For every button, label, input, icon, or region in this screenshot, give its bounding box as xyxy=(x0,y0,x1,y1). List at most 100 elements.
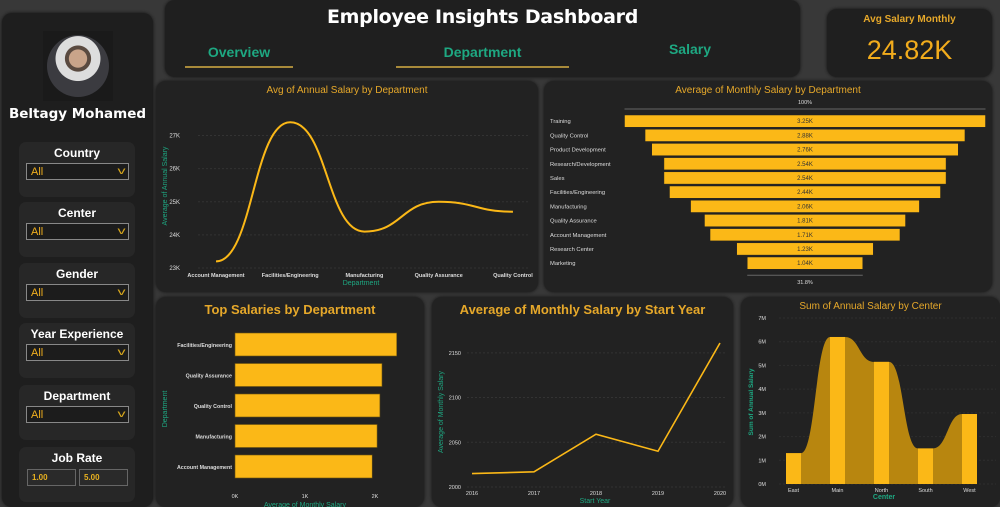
chevron-down-icon: v xyxy=(117,347,126,358)
category-label: Quality Control xyxy=(194,404,233,410)
bar xyxy=(234,454,373,479)
chevron-down-icon: v xyxy=(117,287,126,298)
y-tick-label: 2000 xyxy=(449,485,461,491)
x-tick-label: 2016 xyxy=(466,491,478,497)
bar xyxy=(234,332,397,357)
category-label: Marketing xyxy=(550,261,575,267)
funnel-bar xyxy=(709,228,901,242)
funnel-bar xyxy=(669,185,941,199)
category-label: Research Center xyxy=(550,247,594,253)
data-label: 1.23K xyxy=(797,247,813,253)
category-label: Manufacturing xyxy=(196,435,233,441)
category-label: Quality Assurance xyxy=(186,374,232,380)
x-tick-label: North xyxy=(875,488,888,494)
dropdown-value: All xyxy=(31,408,44,421)
gender-dropdown[interactable]: All v xyxy=(26,284,129,301)
y-tick-label: 4M xyxy=(758,387,766,393)
bar xyxy=(234,393,381,418)
y-tick-label: 2150 xyxy=(449,351,461,357)
category-label: Product Development xyxy=(550,148,606,154)
x-tick-label: Facilities/Engineering xyxy=(262,273,319,279)
y-tick-label: 26K xyxy=(169,167,180,173)
y-tick-label: 3M xyxy=(758,411,766,417)
chart-title: Avg of Annual Salary by Department xyxy=(266,85,428,96)
funnel-bar xyxy=(663,171,947,185)
dropdown-value: All xyxy=(31,225,44,238)
funnel-bar xyxy=(746,256,864,270)
chart-canvas: 0M 1M 2M 3M 4M 5M 6M 7M East Main North South West Ce… xyxy=(748,316,996,501)
x-tick-label: Account Management xyxy=(187,273,244,279)
bar xyxy=(874,361,889,484)
filter-gender: Gender All v xyxy=(19,263,135,318)
bar xyxy=(786,453,801,484)
filter-label: Job Rate xyxy=(51,451,103,465)
x-tick-label: 2K xyxy=(372,494,379,500)
job-rate-max-input[interactable]: 5.00 xyxy=(79,469,128,486)
filter-label: Country xyxy=(54,146,100,160)
y-tick-label: 1M xyxy=(758,458,766,464)
category-label: Facilities/Engineering xyxy=(550,190,605,196)
funnel-bar xyxy=(690,199,920,213)
country-dropdown[interactable]: All v xyxy=(26,163,129,180)
x-tick-label: Quality Assurance xyxy=(415,273,463,279)
category-label: Quality Control xyxy=(550,133,588,139)
filter-label: Center xyxy=(57,206,96,220)
tab-department[interactable]: Department xyxy=(396,44,569,68)
category-label: Manufacturing xyxy=(550,204,587,210)
x-tick-label: 2017 xyxy=(528,491,540,497)
chart-title: Average of Monthly Salary by Department xyxy=(675,85,861,96)
x-tick-label: 0K xyxy=(232,494,239,500)
filter-year-experience: Year Experience All v xyxy=(19,323,135,378)
category-label: Training xyxy=(550,119,571,125)
filter-center: Center All v xyxy=(19,202,135,257)
tab-overview[interactable]: Overview xyxy=(185,44,293,68)
y-tick-label: 5M xyxy=(758,363,766,369)
dropdown-value: All xyxy=(31,165,44,178)
y-tick-label: 0M xyxy=(758,482,766,488)
data-label: 1.71K xyxy=(797,233,813,239)
year-experience-dropdown[interactable]: All v xyxy=(26,344,129,361)
y-tick-label: 27K xyxy=(169,134,180,140)
user-name: Beltagy Mohamed xyxy=(8,106,147,122)
data-label: 1.81K xyxy=(797,219,813,225)
filter-department: Department All v xyxy=(19,385,135,440)
x-axis-label: Department xyxy=(343,280,380,287)
dropdown-value: All xyxy=(31,346,44,359)
data-label: 2.76K xyxy=(797,148,813,154)
bar xyxy=(830,336,845,484)
funnel-bar xyxy=(704,214,906,227)
tab-salary[interactable]: Salary xyxy=(668,41,712,57)
y-axis-label: Average of Monthly Salary xyxy=(438,371,445,453)
x-tick-label: South xyxy=(918,488,932,494)
x-axis-label: Center xyxy=(873,494,895,501)
funnel-bar xyxy=(624,114,986,128)
x-tick-label: 2020 xyxy=(714,491,726,497)
kpi-card: Avg Salary Monthly 24.82K xyxy=(827,9,992,77)
chevron-down-icon: v xyxy=(117,166,126,177)
y-tick-label: 2050 xyxy=(449,440,461,446)
x-axis-label: Start Year xyxy=(580,498,611,505)
category-label: Research/Development xyxy=(550,162,611,168)
center-dropdown[interactable]: All v xyxy=(26,223,129,240)
chart-annual-salary-by-department: Avg of Annual Salary by Department 23K 24… xyxy=(156,81,538,292)
bar xyxy=(234,363,383,387)
chart-annual-salary-by-center: Sum of Annual Salary by Center 0M 1M 2M 3M 4… xyxy=(741,297,1000,507)
y-tick-label: 25K xyxy=(169,200,180,206)
y-tick-label: 2100 xyxy=(449,396,461,402)
job-rate-min-input[interactable]: 1.00 xyxy=(27,469,76,486)
header: Employee Insights Dashboard Overview Dep… xyxy=(165,0,800,77)
filter-country: Country All v xyxy=(19,142,135,197)
department-dropdown[interactable]: All v xyxy=(26,406,129,423)
data-label: 2.54K xyxy=(797,162,813,168)
filter-label: Department xyxy=(43,389,111,403)
x-tick-label: Quality Control xyxy=(493,273,533,279)
chart-canvas: 23K 24K 25K 26K 27K Account Management Facilit… xyxy=(162,121,533,287)
y-tick-label: 23K xyxy=(169,266,180,272)
chart-title: Sum of Annual Salary by Center xyxy=(799,301,942,312)
series-line xyxy=(215,121,513,263)
chart-canvas: Facilities/Engineering Quality Assurance Q… xyxy=(162,332,397,507)
x-tick-label: Manufacturing xyxy=(346,273,384,279)
x-tick-label: Main xyxy=(832,488,844,494)
x-tick-label: East xyxy=(788,488,799,494)
data-label: 2.06K xyxy=(797,204,813,210)
